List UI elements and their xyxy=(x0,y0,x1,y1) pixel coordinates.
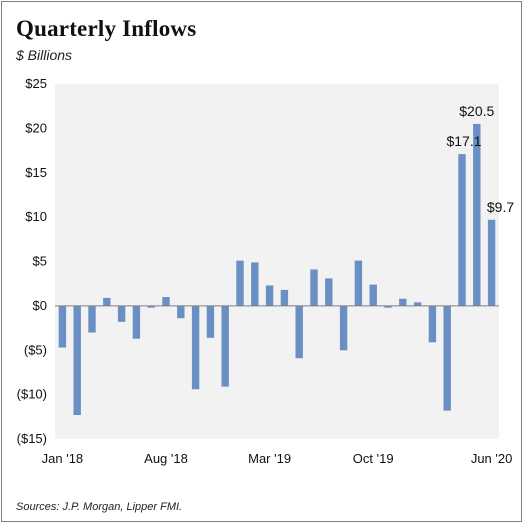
bar xyxy=(280,289,289,306)
y-tick-label: ($5) xyxy=(24,342,47,357)
x-tick-label: Aug '18 xyxy=(144,451,188,466)
x-axis-ticks: Jan '18 Aug '18 Mar '19 Oct '19 Jun '20 xyxy=(42,451,513,466)
data-label: $17.1 xyxy=(446,133,481,149)
bar xyxy=(458,154,466,306)
bar xyxy=(206,305,215,338)
bar xyxy=(162,297,170,306)
data-labels: $17.1 $20.5 $9.7 xyxy=(446,103,514,215)
data-label: $20.5 xyxy=(459,103,494,119)
bar xyxy=(265,285,274,306)
bar xyxy=(103,297,111,306)
y-tick-label: ($15) xyxy=(17,431,47,446)
bar xyxy=(177,305,185,319)
bar xyxy=(473,123,481,306)
bar xyxy=(221,305,229,387)
source-note: Sources: J.P. Morgan, Lipper FMI. xyxy=(16,501,183,513)
y-axis-ticks: $25 $20 $15 $10 $5 $0 ($5) ($10) ($15) xyxy=(17,76,47,446)
chart-subtitle: $ Billions xyxy=(16,47,73,63)
y-tick-label: $15 xyxy=(25,165,47,180)
bar xyxy=(487,219,496,306)
bar xyxy=(132,305,141,339)
y-tick-label: $10 xyxy=(25,209,47,224)
bars-group xyxy=(58,123,496,416)
bar xyxy=(295,305,303,359)
bar xyxy=(236,260,244,306)
plot-area xyxy=(55,84,499,439)
y-tick-label: $5 xyxy=(33,254,47,269)
y-tick-label: $0 xyxy=(33,298,47,313)
bar xyxy=(369,284,377,306)
bar xyxy=(117,305,126,322)
chart-title: Quarterly Inflows xyxy=(16,16,197,41)
y-tick-label: ($10) xyxy=(17,387,47,402)
bar xyxy=(384,305,392,308)
x-tick-label: Jan '18 xyxy=(42,451,84,466)
bar xyxy=(73,305,81,416)
y-tick-label: $25 xyxy=(25,76,47,91)
bar xyxy=(88,305,96,333)
bar xyxy=(354,260,363,306)
bar xyxy=(428,305,437,343)
bar xyxy=(251,262,259,306)
bar xyxy=(339,305,348,351)
bar xyxy=(325,278,333,306)
bar xyxy=(413,302,422,306)
bar xyxy=(443,305,451,411)
y-tick-label: $20 xyxy=(25,120,47,135)
data-label: $9.7 xyxy=(487,199,514,215)
bar xyxy=(191,305,200,390)
bar xyxy=(399,298,407,306)
bar xyxy=(58,305,67,348)
x-tick-label: Jun '20 xyxy=(471,451,513,466)
x-tick-label: Oct '19 xyxy=(353,451,394,466)
bar xyxy=(310,269,318,306)
bar xyxy=(147,305,155,308)
x-tick-label: Mar '19 xyxy=(248,451,291,466)
